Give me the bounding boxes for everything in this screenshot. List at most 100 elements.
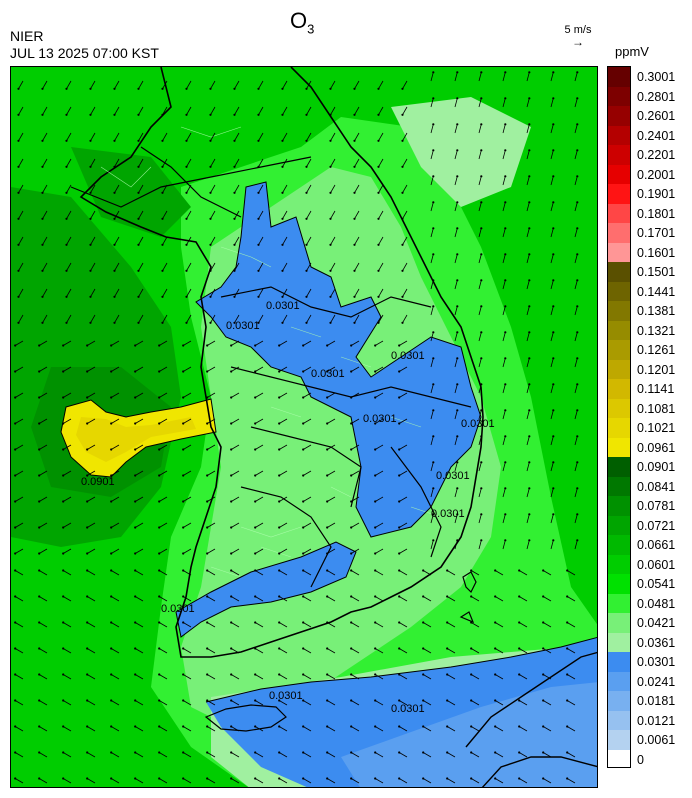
wind-arrowhead bbox=[494, 751, 497, 754]
wind-arrowhead bbox=[329, 139, 332, 142]
wind-arrowhead bbox=[552, 513, 555, 516]
wind-vector bbox=[399, 596, 408, 602]
wind-arrowhead bbox=[278, 725, 281, 728]
wind-arrowhead bbox=[185, 321, 188, 324]
colorbar-swatch bbox=[608, 320, 630, 340]
wind-vector bbox=[454, 540, 458, 550]
colorbar-label: 0.0661 bbox=[637, 538, 676, 552]
wind-arrowhead bbox=[254, 500, 257, 503]
wind-arrowhead bbox=[422, 595, 425, 598]
wind-vector bbox=[111, 648, 120, 654]
wind-vector bbox=[138, 106, 144, 115]
wind-arrowhead bbox=[504, 227, 507, 230]
wind-arrowhead bbox=[14, 725, 17, 728]
wind-vector bbox=[231, 674, 240, 680]
wind-vector bbox=[87, 470, 96, 476]
colorbar-label: 0.1701 bbox=[637, 226, 676, 240]
wind-vector bbox=[255, 496, 264, 502]
wind-vector bbox=[378, 106, 384, 115]
wind-vector bbox=[255, 366, 264, 372]
wind-vector bbox=[495, 752, 504, 758]
wind-vector bbox=[526, 436, 530, 446]
wind-vector bbox=[378, 236, 384, 245]
wind-arrowhead bbox=[398, 396, 401, 399]
wind-vector bbox=[543, 700, 552, 706]
wind-vector bbox=[574, 358, 578, 368]
wind-arrowhead bbox=[542, 621, 545, 624]
wind-arrowhead bbox=[134, 725, 137, 728]
wind-vector bbox=[231, 366, 240, 372]
wind-vector bbox=[303, 700, 312, 706]
wind-vector bbox=[306, 236, 312, 245]
colorbar-swatch bbox=[608, 652, 630, 672]
wind-vector bbox=[114, 210, 120, 219]
wind-vector bbox=[454, 98, 458, 108]
wind-vector bbox=[574, 228, 578, 238]
colorbar-swatch bbox=[608, 632, 630, 652]
wind-arrowhead bbox=[432, 227, 435, 230]
wind-arrowhead bbox=[350, 725, 353, 728]
wind-arrowhead bbox=[456, 227, 459, 230]
wind-arrowhead bbox=[566, 647, 569, 650]
colorbar-swatch bbox=[608, 281, 630, 301]
wind-vector bbox=[526, 384, 530, 394]
wind-arrowhead bbox=[566, 621, 569, 624]
wind-vector bbox=[478, 124, 482, 134]
wind-vector bbox=[234, 80, 240, 89]
wind-arrowhead bbox=[62, 344, 65, 347]
wind-arrowhead bbox=[158, 500, 161, 503]
wind-vector bbox=[495, 726, 504, 732]
wind-arrowhead bbox=[230, 396, 233, 399]
wind-vector bbox=[15, 522, 24, 528]
wind-arrowhead bbox=[326, 699, 329, 702]
wind-arrowhead bbox=[326, 344, 329, 347]
wind-vector bbox=[15, 418, 24, 424]
wind-arrowhead bbox=[456, 331, 459, 334]
wind-arrowhead bbox=[504, 357, 507, 360]
wind-vector bbox=[402, 236, 408, 245]
wind-arrowhead bbox=[350, 777, 353, 780]
wind-arrowhead bbox=[110, 751, 113, 754]
wind-vector bbox=[354, 236, 360, 245]
wind-arrowhead bbox=[504, 97, 507, 100]
wind-arrowhead bbox=[38, 673, 41, 676]
wind-vector bbox=[15, 752, 24, 758]
wind-arrowhead bbox=[158, 673, 161, 676]
wind-vector bbox=[282, 106, 288, 115]
wind-arrowhead bbox=[401, 269, 404, 272]
wind-vector bbox=[279, 726, 288, 732]
wind-vector bbox=[63, 752, 72, 758]
colorbar-label: 0.0481 bbox=[637, 596, 676, 611]
wind-vector bbox=[255, 752, 264, 758]
colorbar-unit: ppmV bbox=[615, 44, 649, 59]
wind-arrowhead bbox=[401, 191, 404, 194]
colorbar-swatch bbox=[608, 613, 630, 633]
wind-arrowhead bbox=[182, 344, 185, 347]
wind-arrowhead bbox=[576, 487, 579, 490]
wind-vector bbox=[162, 210, 168, 219]
wind-arrowhead bbox=[110, 370, 113, 373]
wind-vector bbox=[354, 106, 360, 115]
wind-arrowhead bbox=[305, 217, 308, 220]
wind-arrowhead bbox=[456, 409, 459, 412]
wind-arrowhead bbox=[374, 725, 377, 728]
wind-vector bbox=[15, 340, 24, 346]
wind-vector bbox=[207, 444, 216, 450]
wind-vector bbox=[550, 410, 554, 420]
wind-vector bbox=[478, 72, 482, 82]
wind-arrowhead bbox=[542, 673, 545, 676]
wind-arrowhead bbox=[377, 269, 380, 272]
wind-arrowhead bbox=[89, 243, 92, 246]
wind-vector bbox=[351, 340, 360, 346]
wind-arrowhead bbox=[230, 751, 233, 754]
wind-vector bbox=[111, 548, 120, 554]
wind-arrowhead bbox=[278, 751, 281, 754]
wind-vector bbox=[327, 648, 336, 654]
wind-arrowhead bbox=[432, 305, 435, 308]
wind-arrowhead bbox=[14, 344, 17, 347]
wind-arrowhead bbox=[401, 139, 404, 142]
wind-arrowhead bbox=[17, 87, 20, 90]
wind-vector bbox=[327, 340, 336, 346]
wind-vector bbox=[354, 158, 360, 167]
wind-vector bbox=[42, 314, 48, 323]
